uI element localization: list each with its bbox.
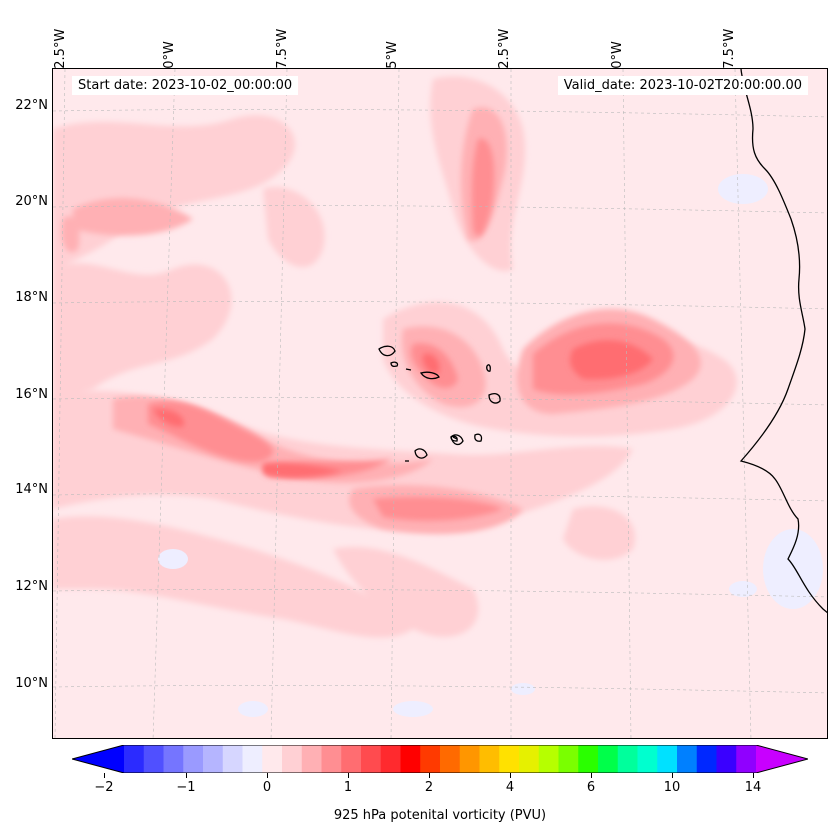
- colorbar-swatch: [637, 745, 658, 773]
- pv-negative-patches: [158, 174, 823, 717]
- pv-map: [52, 68, 828, 739]
- cbar-tickmark: [510, 773, 511, 778]
- colorbar-swatch: [538, 745, 559, 773]
- cbar-tick-label: −1: [176, 780, 196, 795]
- cbar-tickmark: [348, 773, 349, 778]
- coastline-africa: [739, 69, 827, 614]
- colorbar-label: 925 hPa potenital vorticity (PVU): [333, 808, 547, 823]
- colorbar-arrow-min: [72, 745, 124, 773]
- colorbar-swatch: [380, 745, 401, 773]
- pv-band-core: [153, 340, 653, 478]
- colorbar-swatch: [598, 745, 619, 773]
- lat-label-14n: 14°N: [15, 482, 48, 497]
- colorbar-swatch: [440, 745, 461, 773]
- colorbar-swatch: [301, 745, 322, 773]
- cbar-tick-label: 0: [262, 780, 272, 795]
- colorbar-swatch: [459, 745, 480, 773]
- cbar-tick-label: 14: [744, 780, 762, 795]
- colorbar-swatch: [400, 745, 421, 773]
- colorbar-swatch: [617, 745, 638, 773]
- cbar-tickmark: [186, 773, 187, 778]
- cbar-tick-label: 2: [424, 780, 434, 795]
- lat-label-20n: 20°N: [15, 194, 48, 209]
- colorbar-swatch: [558, 745, 579, 773]
- colorbar-swatch: [361, 745, 382, 773]
- cbar-tick-label: 10: [663, 780, 681, 795]
- colorbar-swatch: [262, 745, 283, 773]
- cbar-tick-label: 1: [343, 780, 353, 795]
- colorbar: [70, 744, 810, 774]
- colorbar-swatch: [222, 745, 243, 773]
- colorbar-swatch: [677, 745, 698, 773]
- cbar-tickmark: [429, 773, 430, 778]
- cbar-tickmark: [267, 773, 268, 778]
- start-date-label: Start date: 2023-10-02_00:00:00: [72, 76, 299, 95]
- colorbar-swatches: [70, 744, 810, 774]
- colorbar-swatch: [657, 745, 678, 773]
- lat-label-10n: 10°N: [15, 676, 48, 691]
- colorbar-swatch: [124, 745, 145, 773]
- colorbar-swatch: [736, 745, 757, 773]
- colorbar-arrow-max: [756, 745, 808, 773]
- colorbar-swatch: [341, 745, 362, 773]
- colorbar-swatch: [282, 745, 303, 773]
- lat-label-12n: 12°N: [15, 579, 48, 594]
- graticule: [53, 69, 827, 738]
- lat-label-22n: 22°N: [15, 98, 48, 113]
- colorbar-swatch: [420, 745, 441, 773]
- colorbar-swatch: [321, 745, 342, 773]
- pv-field: [53, 69, 827, 738]
- cbar-tick-label: −2: [94, 780, 114, 795]
- cbar-tick-label: 4: [505, 780, 515, 795]
- colorbar-swatch: [716, 745, 737, 773]
- colorbar-swatch: [183, 745, 204, 773]
- cbar-tickmark: [591, 773, 592, 778]
- valid-date-label: Valid_date: 2023-10-02T20:00:00.00: [557, 76, 808, 95]
- cape-verde-islands: [378, 345, 501, 462]
- cbar-tickmark: [104, 773, 105, 778]
- cbar-tickmark: [753, 773, 754, 778]
- colorbar-swatch: [143, 745, 164, 773]
- lat-label-16n: 16°N: [15, 387, 48, 402]
- colorbar-swatch: [696, 745, 717, 773]
- lat-label-18n: 18°N: [15, 290, 48, 305]
- colorbar-swatch: [578, 745, 599, 773]
- colorbar-swatch: [519, 745, 540, 773]
- colorbar-swatch: [479, 745, 500, 773]
- cbar-tickmark: [672, 773, 673, 778]
- colorbar-swatch: [163, 745, 184, 773]
- colorbar-swatch: [499, 745, 520, 773]
- colorbar-swatch: [203, 745, 224, 773]
- colorbar-swatch: [242, 745, 263, 773]
- cbar-tick-label: 6: [586, 780, 596, 795]
